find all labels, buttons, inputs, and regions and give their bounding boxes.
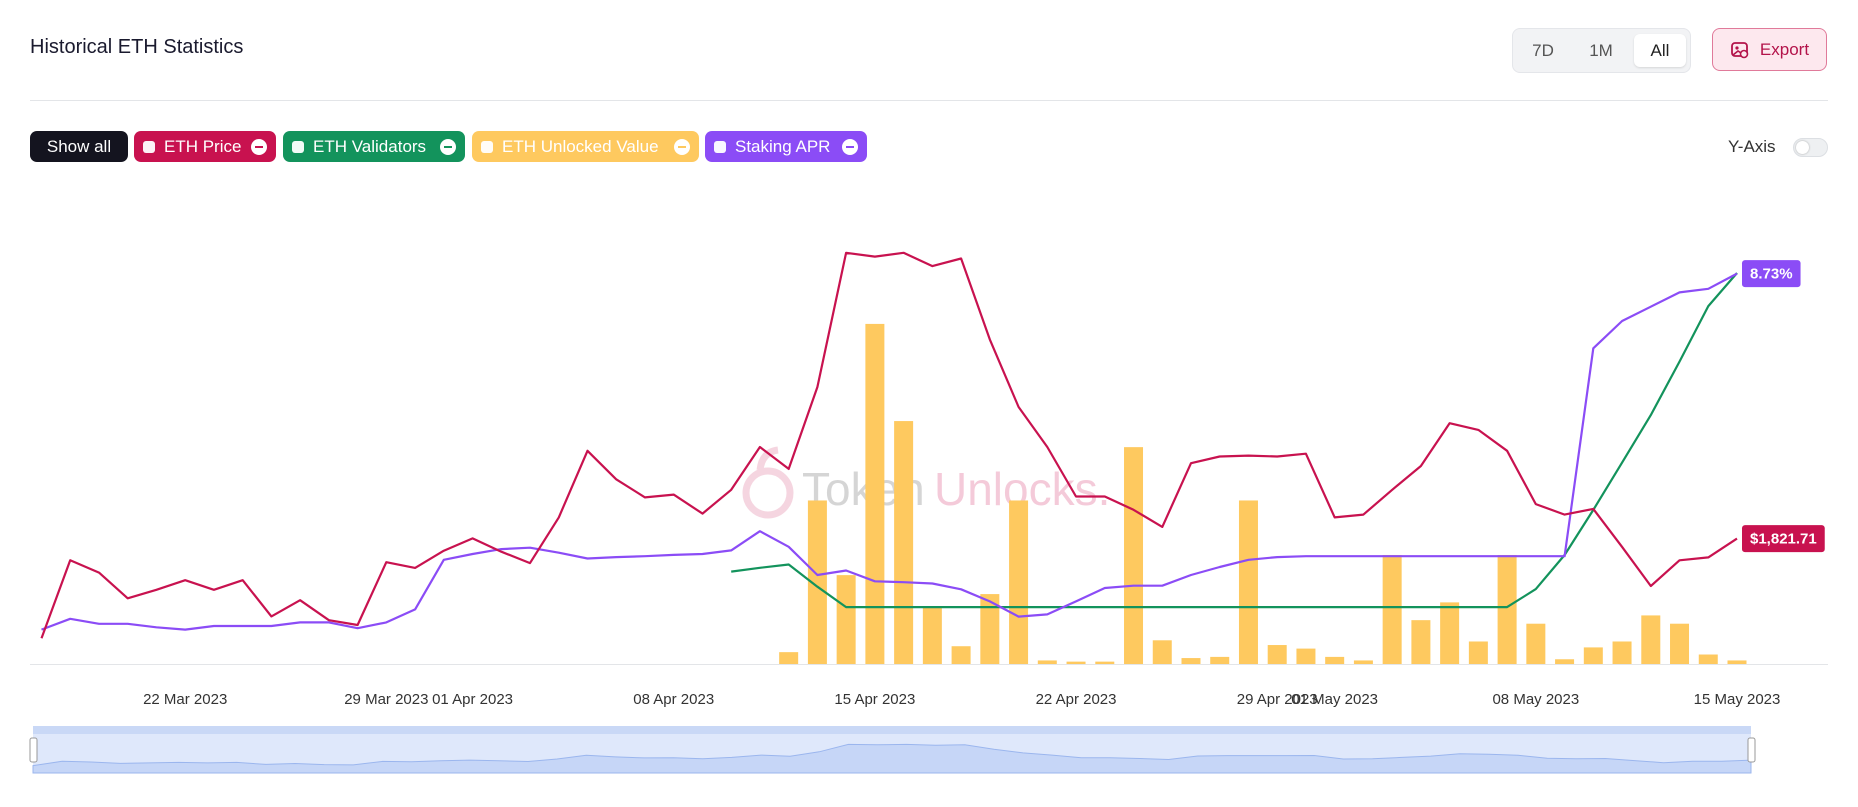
show-all-label: Show all [46, 136, 112, 156]
bar [1612, 641, 1632, 664]
bar [1526, 623, 1546, 664]
bar [951, 646, 971, 664]
legend-remove[interactable] [440, 138, 456, 155]
series-line [41, 272, 1738, 631]
x-tick-label: 22 Apr 2023 [1036, 691, 1117, 708]
bar [779, 652, 799, 664]
bar [1210, 656, 1230, 664]
bar [1382, 554, 1402, 664]
x-tick-label: 01 Apr 2023 [432, 691, 513, 708]
legend-checkbox [714, 140, 726, 153]
bar [1238, 500, 1258, 664]
bar [1009, 500, 1029, 664]
legend-remove[interactable] [842, 138, 858, 155]
navigator-top [33, 726, 1751, 734]
value-label: 8.73% [1742, 260, 1801, 288]
legend-item[interactable]: ETH Price [134, 131, 276, 162]
navigator-handle[interactable] [29, 737, 38, 763]
legend-checkbox [292, 140, 304, 153]
bar [865, 323, 885, 664]
value-label-box [1742, 525, 1825, 553]
bar [1066, 661, 1086, 664]
bar [1727, 660, 1747, 664]
bar [922, 607, 942, 664]
export-button[interactable]: Export [1712, 28, 1827, 71]
bar [1468, 641, 1488, 664]
range-button[interactable]: All [1634, 34, 1686, 67]
value-label: $1,821.71 [1742, 525, 1825, 553]
bar [1037, 660, 1057, 664]
legend-label: ETH Unlocked Value [502, 136, 659, 156]
toggle-knob [1796, 141, 1809, 154]
bar [894, 421, 914, 664]
y-axis-toggle-label: Y-Axis [1728, 137, 1776, 156]
bar [980, 594, 1000, 664]
show-all-button[interactable]: Show all [30, 131, 128, 162]
y-axis-toggle[interactable] [1793, 138, 1828, 157]
value-label-text: $1,821.71 [1750, 531, 1817, 548]
navigator-area [32, 743, 1752, 774]
bar [1411, 620, 1431, 664]
bar [1152, 640, 1172, 664]
legend-item[interactable]: Staking APR [705, 131, 867, 162]
value-label-box [1742, 260, 1801, 288]
legend-checkbox [143, 140, 155, 153]
divider [30, 100, 1828, 101]
bar [1325, 656, 1345, 664]
x-tick-label: 29 Mar 2023 [344, 691, 428, 708]
navigator [29, 726, 1756, 774]
bar [1555, 659, 1575, 664]
navigator-handle[interactable] [1747, 737, 1756, 763]
bar [1440, 602, 1460, 664]
bar [1698, 654, 1718, 664]
legend-label: ETH Price [164, 136, 242, 156]
legend-remove[interactable] [674, 138, 690, 155]
value-label-text: 8.73% [1750, 266, 1793, 283]
bar [1497, 554, 1517, 664]
x-tick-label: 29 Apr 2023 [1237, 691, 1318, 708]
bar [1095, 661, 1115, 664]
range-selector: 7D 1M All [1512, 28, 1691, 73]
range-button[interactable]: 1M [1589, 41, 1613, 60]
legend-checkbox [481, 140, 493, 153]
x-tick-label: 08 May 2023 [1492, 691, 1579, 708]
bar [1267, 645, 1287, 664]
legend-item[interactable]: ETH Unlocked Value [472, 131, 699, 162]
legend-label: ETH Validators [313, 136, 427, 156]
export-label: Export [1759, 39, 1810, 59]
bar [1641, 615, 1661, 664]
x-tick-label: 08 Apr 2023 [633, 691, 714, 708]
bar [1181, 658, 1201, 664]
bar [1124, 447, 1144, 664]
x-tick-label: 15 Apr 2023 [834, 691, 915, 708]
legend-label: Staking APR [735, 136, 831, 156]
watermark-logo [756, 446, 779, 471]
series-line [40, 251, 1738, 639]
bar [807, 500, 827, 664]
watermark-logo [742, 467, 794, 519]
x-tick-label: 15 May 2023 [1694, 691, 1781, 708]
export-icon [1731, 41, 1749, 58]
bar [1670, 623, 1690, 664]
page-title: Historical ETH Statistics [30, 36, 244, 58]
bar [1296, 648, 1316, 664]
legend-remove[interactable] [251, 138, 267, 155]
bar [1353, 660, 1373, 664]
legend-item[interactable]: ETH Validators [283, 131, 465, 162]
bar [1583, 647, 1603, 664]
x-tick-label: 22 Mar 2023 [143, 691, 227, 708]
series-line [731, 272, 1738, 609]
x-tick-label: 01 May 2023 [1291, 691, 1378, 708]
range-button[interactable]: 7D [1532, 41, 1554, 60]
bar [836, 575, 856, 664]
series-lines [40, 251, 1738, 639]
